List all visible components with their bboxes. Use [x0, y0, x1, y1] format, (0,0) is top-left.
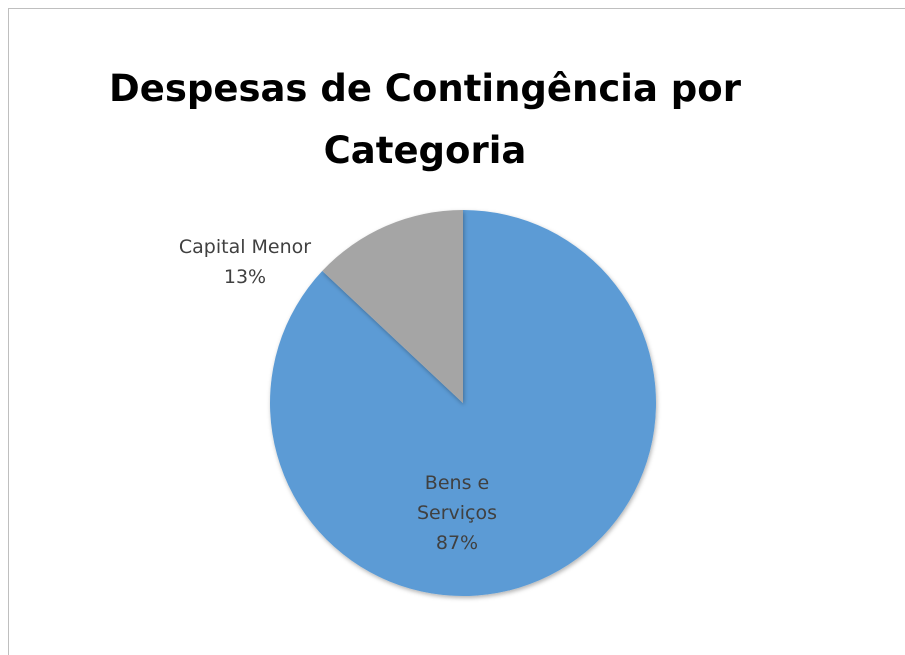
slice-label: Capital Menor — [178, 236, 312, 258]
chart-title: Despesas de Contingência por Categoria — [109, 67, 741, 172]
slice-label: Bens e Serviços — [416, 472, 498, 524]
slice-value-label: 87% — [435, 532, 479, 554]
chart-border — [8, 8, 905, 655]
pie-slice — [322, 210, 463, 403]
slice-value-label: 13% — [223, 266, 267, 288]
